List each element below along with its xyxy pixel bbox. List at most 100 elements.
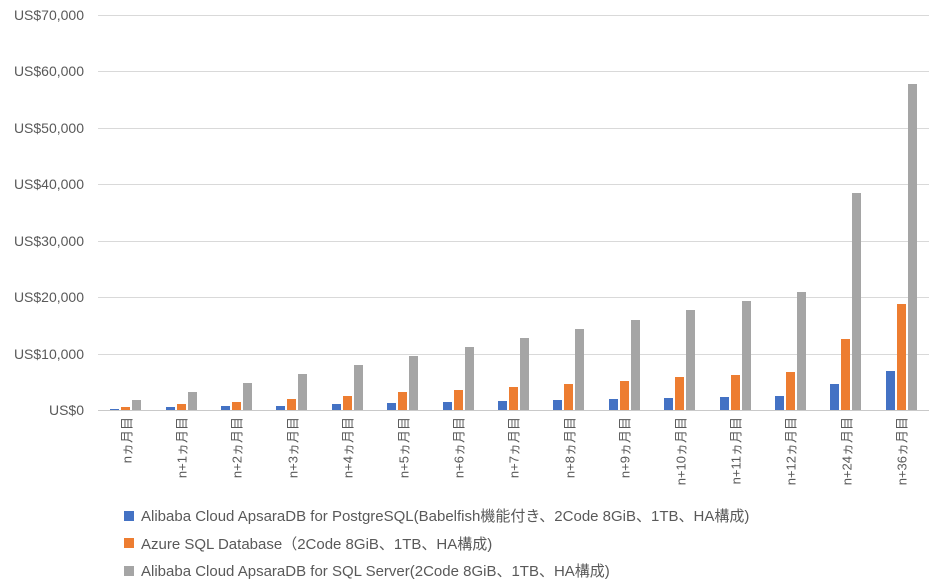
- x-axis-tick-label: n+36ヵ月目: [894, 417, 910, 486]
- x-axis-tick-label: n+5ヵ月目: [396, 417, 412, 479]
- y-axis-tick-label: US$30,000: [13, 232, 84, 249]
- x-axis-tick-label: n+2ヵ月目: [229, 417, 245, 479]
- x-axis-tick-label: n+1ヵ月目: [174, 417, 190, 479]
- bar-group: [818, 15, 873, 410]
- y-axis-tick-label: US$60,000: [13, 63, 84, 80]
- bar: [497, 401, 507, 410]
- x-axis-tick-cell: n+6ヵ月目: [430, 414, 485, 509]
- legend-item: Alibaba Cloud ApsaraDB for SQL Server(2C…: [124, 557, 749, 585]
- bar: [165, 407, 175, 410]
- bar: [176, 404, 186, 410]
- y-axis-tick-label: US$40,000: [13, 176, 84, 193]
- y-axis-tick-label: US$0: [48, 402, 84, 418]
- x-axis-tick-label: n+24ヵ月目: [839, 417, 855, 486]
- y-axis-tick-label: US$20,000: [13, 289, 84, 306]
- bar: [907, 84, 917, 410]
- legend-swatch: [124, 538, 134, 549]
- x-axis-tick-cell: n+36ヵ月目: [874, 414, 929, 509]
- bar: [409, 355, 419, 410]
- bar-group: [153, 15, 208, 410]
- x-axis-tick-label: n+12ヵ月目: [783, 417, 799, 486]
- bar: [885, 371, 895, 410]
- bar: [730, 374, 740, 410]
- bar: [464, 346, 474, 410]
- x-axis-tick-cell: n+8ヵ月目: [541, 414, 596, 509]
- bar-group: [652, 15, 707, 410]
- gridline: [98, 184, 929, 186]
- x-axis-tick-cell: n+1ヵ月目: [153, 414, 208, 509]
- bar: [398, 391, 408, 410]
- bar-group: [98, 15, 153, 410]
- bar: [852, 193, 862, 410]
- gridline: [98, 353, 929, 355]
- x-axis-tick-cell: nヵ月目: [98, 414, 153, 509]
- x-axis-tick-label: n+3ヵ月目: [285, 417, 301, 479]
- bar: [896, 303, 906, 410]
- bar: [331, 404, 341, 410]
- legend-item: Azure SQL Database（2Code 8GiB、1TB、HA構成): [124, 530, 749, 558]
- bar-group: [874, 15, 929, 410]
- bar: [121, 406, 131, 410]
- bar: [619, 380, 629, 410]
- legend-swatch: [124, 510, 134, 521]
- legend-item: Alibaba Cloud ApsaraDB for PostgreSQL(Ba…: [124, 502, 749, 530]
- legend-label: Alibaba Cloud ApsaraDB for PostgreSQL(Ba…: [141, 508, 750, 526]
- y-axis-tick-label: US$50,000: [13, 119, 84, 136]
- bar: [442, 402, 452, 410]
- bar-group: [707, 15, 762, 410]
- bar: [675, 377, 685, 410]
- x-axis-tick-cell: n+3ヵ月目: [264, 414, 319, 509]
- bar: [342, 395, 352, 410]
- bar: [630, 319, 640, 410]
- bar: [841, 339, 851, 410]
- bar-group: [264, 15, 319, 410]
- bar: [830, 384, 840, 410]
- bar: [553, 400, 563, 410]
- bar: [231, 402, 241, 410]
- gridline: [98, 240, 929, 242]
- bar: [220, 406, 230, 410]
- legend-label: Alibaba Cloud ApsaraDB for SQL Server(2C…: [141, 563, 610, 581]
- x-axis-tick-label: n+10ヵ月目: [673, 417, 689, 486]
- bar: [785, 372, 795, 410]
- x-axis-tick-cell: n+7ヵ月目: [486, 414, 541, 509]
- bar: [110, 408, 120, 410]
- plot-area: [98, 15, 929, 411]
- x-axis-tick-label: n+9ヵ月目: [617, 417, 633, 479]
- x-axis-tick-label: n+11ヵ月目: [728, 417, 744, 485]
- bar-group: [430, 15, 485, 410]
- bar-group: [541, 15, 596, 410]
- x-axis-tick-cell: n+9ヵ月目: [597, 414, 652, 509]
- bar: [242, 382, 252, 410]
- legend-swatch: [124, 565, 134, 576]
- bar: [187, 391, 197, 410]
- x-axis-tick-cell: n+10ヵ月目: [652, 414, 707, 509]
- legend: Alibaba Cloud ApsaraDB for PostgreSQL(Ba…: [124, 502, 749, 585]
- bar: [453, 389, 463, 410]
- gridline: [98, 297, 929, 299]
- x-axis-tick-label: nヵ月目: [119, 417, 135, 464]
- x-axis-tick-label: n+8ヵ月目: [562, 417, 578, 479]
- bar: [575, 328, 585, 410]
- x-axis-tick-cell: n+24ヵ月目: [818, 414, 873, 509]
- x-axis-line: [98, 410, 929, 411]
- bar: [608, 399, 618, 410]
- bar: [508, 386, 518, 410]
- x-axis-tick-cell: n+5ヵ月目: [375, 414, 430, 509]
- bar: [774, 396, 784, 410]
- bar: [796, 291, 806, 410]
- gridline: [98, 127, 929, 129]
- legend-label: Azure SQL Database（2Code 8GiB、1TB、HA構成): [141, 535, 493, 553]
- bar: [132, 400, 142, 410]
- bar-group: [763, 15, 818, 410]
- bar: [353, 364, 363, 410]
- bar: [519, 337, 529, 410]
- bar-group: [597, 15, 652, 410]
- bar: [664, 398, 674, 410]
- y-axis-tick-label: US$10,000: [13, 345, 84, 362]
- bar-group: [209, 15, 264, 410]
- x-axis-labels: nヵ月目 n+1ヵ月目 n+2ヵ月目 n+3ヵ月目 n+4ヵ月目 n+5ヵ月目 n+6ヵ月目…: [98, 414, 929, 509]
- bar-group: [375, 15, 430, 410]
- y-axis-tick-label: US$70,000: [13, 7, 84, 23]
